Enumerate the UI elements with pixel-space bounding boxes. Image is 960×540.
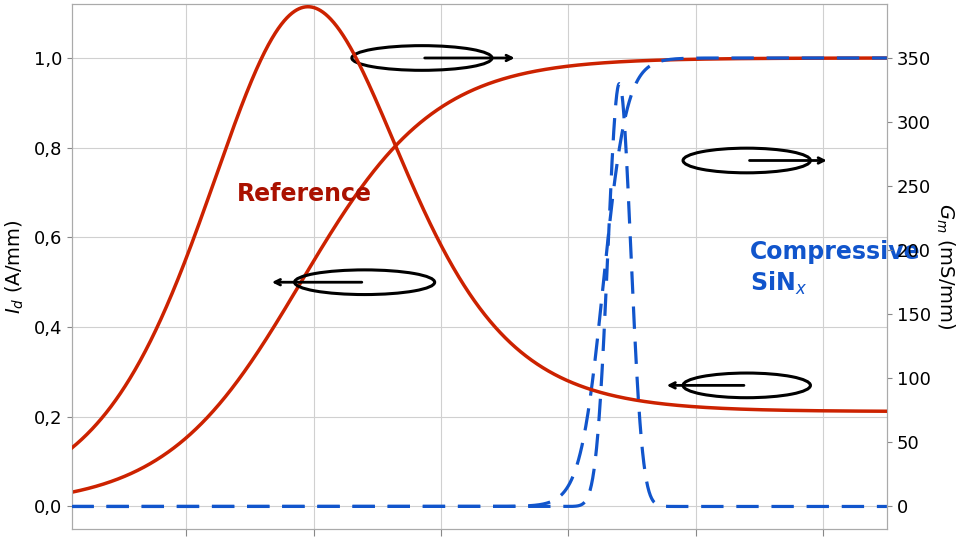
Y-axis label: $I_d$ (A/mm): $I_d$ (A/mm) <box>4 219 27 314</box>
Y-axis label: $G_m$ (mS/mm): $G_m$ (mS/mm) <box>933 203 956 330</box>
Text: Reference: Reference <box>237 183 372 206</box>
Text: Compressive
SiN$_x$: Compressive SiN$_x$ <box>750 240 921 298</box>
